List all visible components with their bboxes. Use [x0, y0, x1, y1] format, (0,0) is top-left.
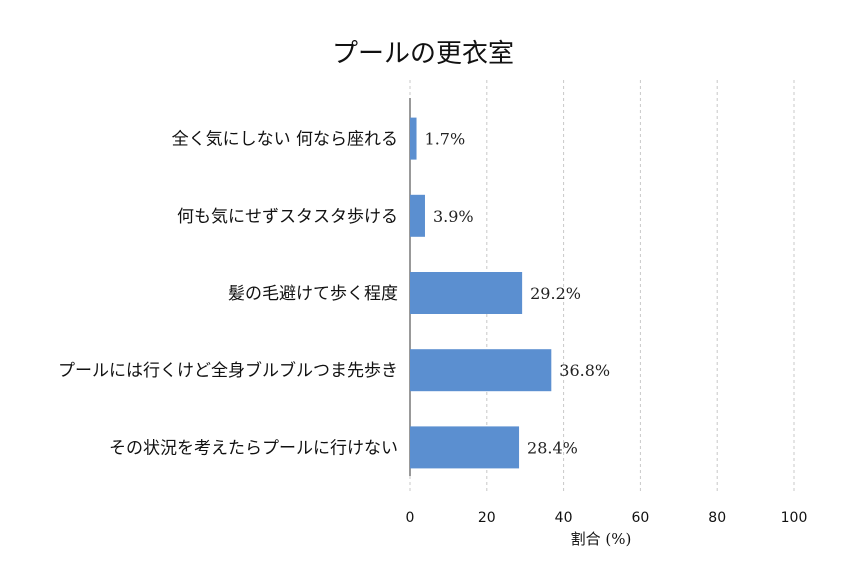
value-label-2: 29.2% [530, 284, 581, 303]
x-axis-ticks: 0 20 40 60 80 100 [406, 510, 808, 526]
x-tick-label-40: 40 [555, 510, 573, 526]
value-label-0: 1.7% [425, 130, 466, 149]
value-label-3: 36.8% [559, 361, 610, 380]
category-label-4: その状況を考えたらプールに行けない [109, 438, 398, 458]
x-tick-label-0: 0 [406, 510, 415, 526]
category-labels: 全く気にしない 何なら座れる何も気にせずスタスタ歩ける髪の毛避けて歩く程度プール… [58, 130, 398, 459]
bar-1 [410, 194, 425, 237]
category-label-3: プールには行くけど全身ブルブルつま先歩き [58, 360, 398, 381]
grid-lines [409, 80, 795, 494]
x-tick-label-80: 80 [708, 510, 726, 526]
bar-0 [410, 117, 417, 160]
value-label-4: 28.4% [527, 438, 578, 457]
category-label-1: 何も気にせずスタスタ歩ける [177, 207, 398, 227]
category-label-0: 全く気にしない 何なら座れる [172, 130, 398, 150]
category-label-2: 髪の毛避けて歩く程度 [228, 284, 398, 304]
value-labels: 1.7% 3.9% 29.2% 36.8% 28.4% [425, 130, 611, 458]
x-tick-label-60: 60 [631, 510, 649, 526]
x-tick-label-20: 20 [478, 510, 496, 526]
x-axis-title: 割合 (%) [571, 530, 632, 548]
bar-2 [410, 272, 523, 314]
bar-4 [410, 426, 520, 469]
chart-title: プールの更衣室 [332, 39, 514, 69]
bar-3 [410, 349, 552, 392]
x-tick-label-100: 100 [781, 510, 808, 526]
value-label-1: 3.9% [433, 207, 474, 226]
bars [410, 117, 552, 469]
